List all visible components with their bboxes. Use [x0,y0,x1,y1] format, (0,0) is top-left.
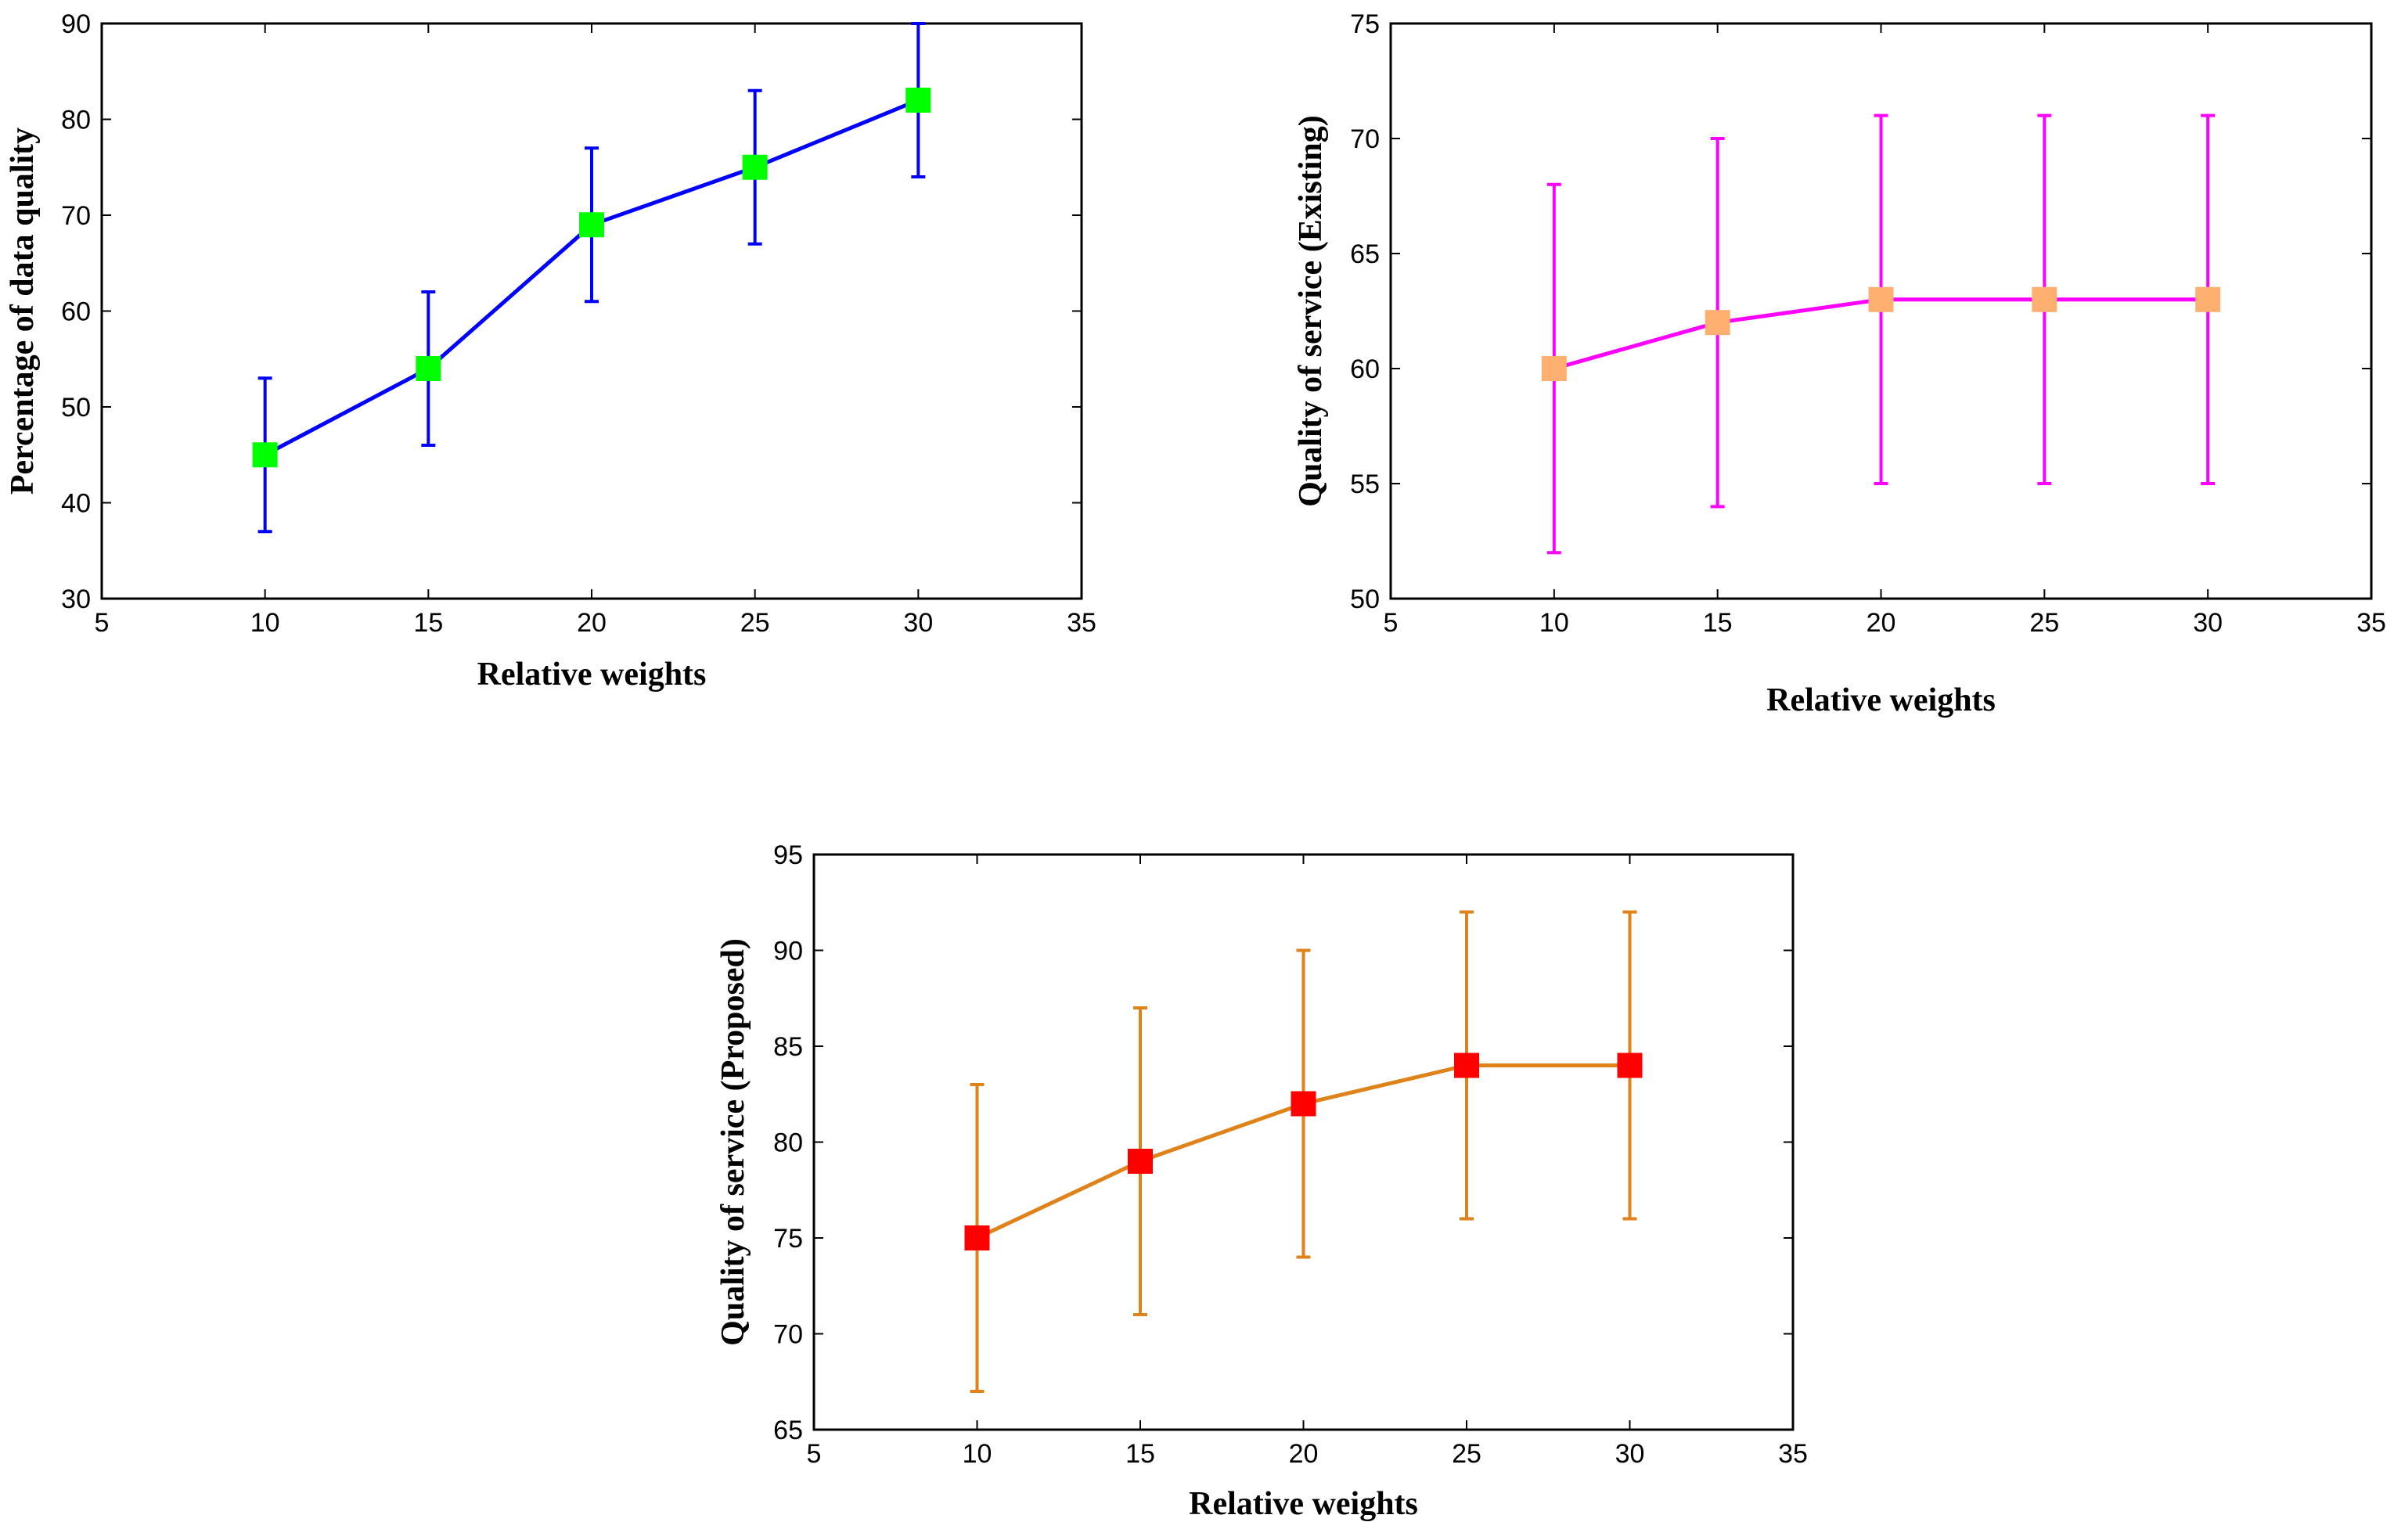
data-point-marker [579,212,604,238]
chart-qos-proposed: 5 10 15 20 25 30 35 65 70 75 80 85 90 95 Relative weig… [715,840,1808,1522]
y-axis-title: Quality of service (Proposed) [715,938,751,1346]
chart-qos-existing: 5 10 15 20 25 30 35 50 55 60 65 70 75 Relative weight… [1293,9,2386,718]
y-tick-label: 60 [1350,354,1380,384]
y-tick-label: 30 [61,585,91,614]
y-tick-label: 75 [1350,9,1380,39]
data-point-marker [2032,286,2057,312]
x-tick-label: 15 [1703,608,1733,638]
y-tick-label: 50 [61,393,91,423]
x-tick-label: 5 [807,1439,822,1469]
x-tick-label: 35 [1778,1439,1808,1469]
y-axis-title: Quality of service (Existing) [1293,115,1329,506]
y-tick-label: 70 [61,201,91,231]
y-tick-label: 80 [773,1128,803,1158]
x-tick-label: 15 [1125,1439,1155,1469]
data-point-marker [416,356,441,381]
x-tick-label: 20 [577,608,607,638]
data-point-marker [905,88,931,113]
x-axis-title: Relative weights [1189,1486,1418,1522]
y-tick-label: 90 [773,937,803,966]
y-tick-label: 85 [773,1032,803,1062]
x-tick-label: 20 [1289,1439,1319,1469]
x-tick-label: 20 [1867,608,1896,638]
x-axis-title: Relative weights [477,657,707,693]
y-tick-label: 75 [773,1224,803,1254]
y-tick-label: 40 [61,489,91,519]
x-tick-label: 10 [1539,608,1569,638]
data-point-marker [1128,1149,1153,1174]
y-axis-title: Percentage of data quality [5,128,41,495]
x-tick-label: 15 [413,608,443,638]
data-point-marker [1868,286,1894,312]
y-tick-label: 80 [61,106,91,135]
data-point-marker [1705,310,1730,336]
data-point-marker [1454,1052,1479,1078]
data-point-marker [742,154,768,180]
data-point-marker [1291,1091,1316,1117]
y-tick-label: 70 [1350,124,1380,154]
y-tick-label: 70 [773,1320,803,1350]
x-tick-label: 30 [903,608,933,638]
y-tick-label: 95 [773,840,803,870]
data-point-marker [964,1225,990,1250]
x-tick-label: 5 [95,608,110,638]
x-tick-label: 25 [740,608,770,638]
data-point-marker [252,442,278,468]
plot-frame [100,22,1083,600]
x-tick-label: 10 [963,1439,992,1469]
x-tick-label: 5 [1384,608,1399,638]
x-tick-label: 30 [1615,1439,1645,1469]
x-axis-title: Relative weights [1766,682,1996,718]
x-tick-label: 35 [1067,608,1096,638]
x-tick-label: 25 [1452,1439,1481,1469]
y-tick-label: 65 [1350,239,1380,269]
x-tick-label: 10 [250,608,280,638]
data-point-marker [1541,356,1567,381]
chart-data-quality: 5 10 15 20 25 30 35 30 40 50 60 70 80 90 Relative weig… [5,9,1096,693]
y-tick-label: 90 [61,9,91,39]
y-tick-label: 65 [773,1416,803,1445]
y-tick-label: 55 [1350,470,1380,499]
data-point-marker [1617,1052,1643,1078]
x-tick-label: 35 [2356,608,2386,638]
data-point-marker [2195,286,2221,312]
x-tick-label: 25 [2029,608,2059,638]
y-tick-label: 60 [61,297,91,327]
y-tick-label: 50 [1350,585,1380,614]
x-tick-label: 30 [2193,608,2223,638]
